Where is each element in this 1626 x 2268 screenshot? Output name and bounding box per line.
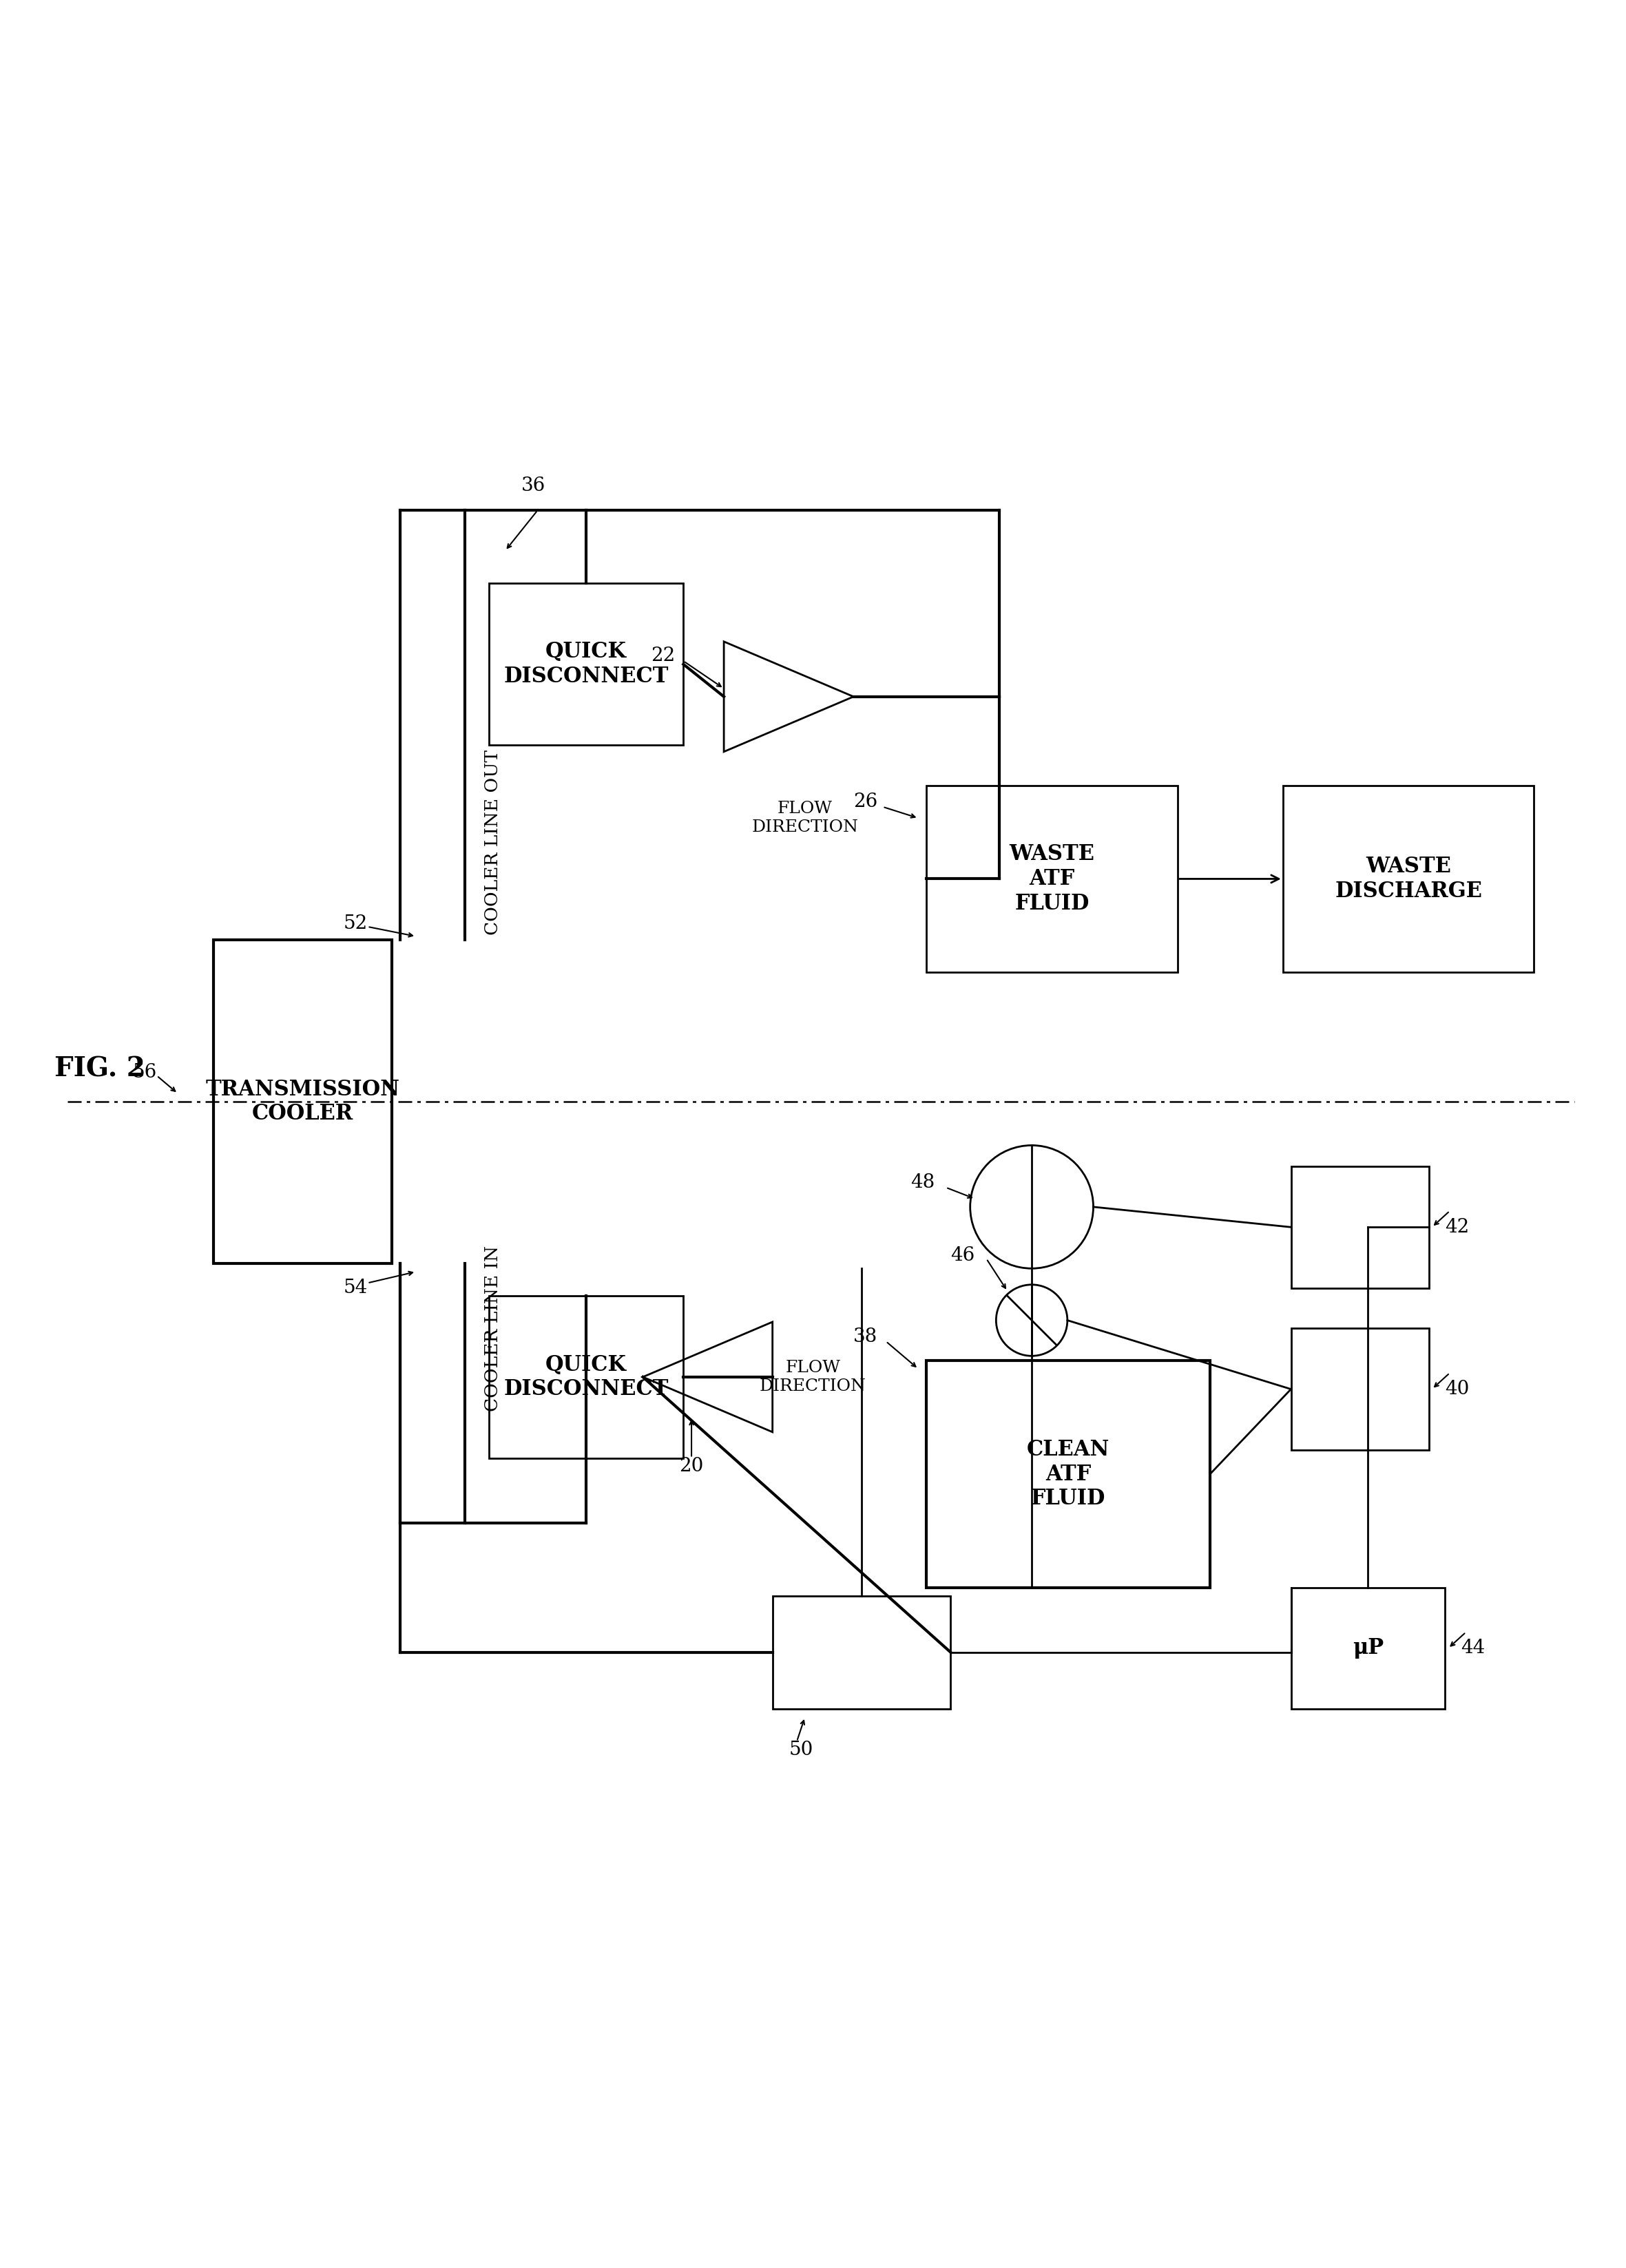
Text: WASTE
ATF
FLUID: WASTE ATF FLUID <box>1010 844 1094 914</box>
Bar <box>1291 1329 1429 1449</box>
Text: 26: 26 <box>854 792 878 812</box>
Text: COOLER LINE IN: COOLER LINE IN <box>485 1245 501 1411</box>
Bar <box>213 939 392 1263</box>
Text: WASTE
DISCHARGE: WASTE DISCHARGE <box>1335 855 1483 903</box>
Text: FIG. 2: FIG. 2 <box>55 1057 145 1082</box>
Text: 42: 42 <box>1446 1218 1470 1236</box>
Text: TRANSMISSION
COOLER: TRANSMISSION COOLER <box>205 1080 400 1125</box>
Bar <box>1283 785 1533 973</box>
Text: μP: μP <box>1353 1637 1384 1658</box>
Text: 48: 48 <box>911 1173 935 1193</box>
Bar <box>489 1295 683 1458</box>
Text: 40: 40 <box>1446 1379 1470 1399</box>
Text: 20: 20 <box>680 1456 704 1476</box>
Text: 38: 38 <box>854 1327 878 1345</box>
Text: 56: 56 <box>132 1064 156 1082</box>
Bar <box>927 785 1177 973</box>
Text: 52: 52 <box>343 914 367 932</box>
Bar <box>927 1361 1210 1588</box>
Text: FLOW
DIRECTION: FLOW DIRECTION <box>751 801 859 835</box>
Text: CLEAN
ATF
FLUID: CLEAN ATF FLUID <box>1026 1438 1109 1510</box>
Text: 44: 44 <box>1462 1640 1486 1658</box>
Text: QUICK
DISCONNECT: QUICK DISCONNECT <box>504 642 668 687</box>
Bar <box>489 583 683 746</box>
Text: FLOW
DIRECTION: FLOW DIRECTION <box>759 1361 867 1395</box>
Text: QUICK
DISCONNECT: QUICK DISCONNECT <box>504 1354 668 1399</box>
Bar <box>1291 1588 1446 1710</box>
Text: 22: 22 <box>650 646 675 665</box>
Text: 46: 46 <box>951 1245 976 1266</box>
Bar <box>772 1597 951 1710</box>
Text: 36: 36 <box>522 476 546 494</box>
Text: 54: 54 <box>343 1279 367 1297</box>
Bar <box>1291 1166 1429 1288</box>
Text: COOLER LINE OUT: COOLER LINE OUT <box>485 751 501 934</box>
Text: 50: 50 <box>789 1740 813 1760</box>
